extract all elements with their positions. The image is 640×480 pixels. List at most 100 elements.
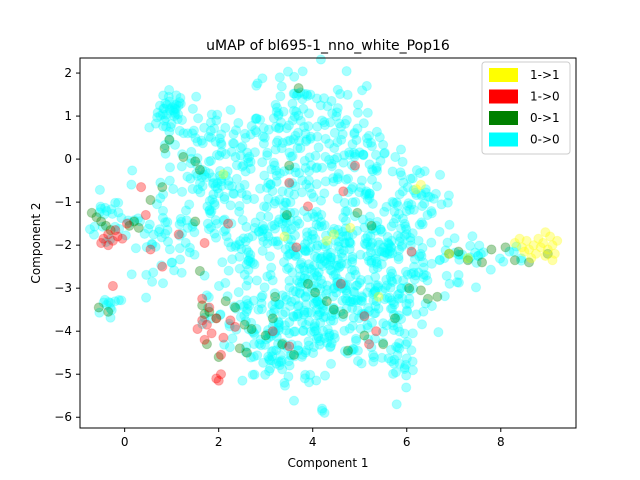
data-point [378, 139, 389, 150]
data-point [182, 128, 193, 139]
data-point [270, 236, 281, 247]
data-point [265, 269, 276, 280]
data-point [353, 99, 364, 110]
data-point [84, 224, 96, 235]
data-point [377, 285, 388, 296]
data-point [182, 171, 193, 182]
data-point [337, 231, 348, 242]
data-point [300, 246, 311, 257]
data-point [257, 73, 268, 84]
data-point [116, 295, 127, 306]
data-point [299, 273, 310, 284]
data-point [332, 137, 343, 148]
data-point [245, 256, 256, 267]
data-point [266, 330, 277, 342]
data-point [416, 188, 427, 200]
data-point [262, 328, 273, 340]
data-point [373, 237, 384, 248]
y-tick-label: −6 [54, 410, 72, 424]
data-point [159, 143, 170, 154]
data-point [329, 223, 340, 234]
data-point [301, 134, 312, 145]
data-point [356, 291, 367, 302]
data-point [365, 240, 376, 251]
data-point [405, 232, 416, 243]
data-point [341, 258, 352, 269]
data-point [170, 104, 181, 115]
data-point [363, 130, 375, 141]
data-point [389, 354, 400, 365]
data-point [386, 242, 397, 253]
data-point [267, 355, 278, 366]
data-point [332, 193, 343, 204]
data-point [243, 255, 254, 267]
data-point [293, 83, 304, 94]
data-point [172, 109, 184, 120]
data-point [288, 134, 299, 145]
data-point [240, 316, 251, 327]
data-point [219, 191, 230, 202]
data-point [349, 160, 361, 171]
data-point [379, 251, 390, 262]
data-point [347, 197, 358, 208]
data-point [284, 178, 295, 190]
data-point [372, 216, 383, 227]
data-point [347, 257, 358, 268]
data-point [304, 166, 315, 177]
data-point [223, 265, 234, 276]
data-point [241, 194, 252, 205]
data-point [521, 235, 532, 246]
data-point [379, 247, 390, 258]
data-point [306, 160, 317, 171]
data-point [361, 239, 372, 250]
data-point [308, 347, 319, 359]
data-point [434, 255, 445, 266]
data-point [258, 224, 269, 235]
data-point [292, 215, 303, 226]
data-point [314, 309, 325, 320]
data-point [321, 289, 332, 300]
data-point [301, 299, 312, 310]
data-point [101, 299, 112, 311]
data-point [358, 150, 369, 161]
data-point [304, 377, 315, 388]
data-point [385, 344, 397, 355]
data-point [273, 325, 284, 336]
data-point [295, 259, 306, 270]
data-point [286, 224, 297, 235]
data-point [338, 186, 349, 197]
data-point [273, 356, 284, 367]
data-point [230, 302, 241, 313]
data-point [280, 197, 291, 208]
data-point [126, 269, 137, 280]
data-point [306, 188, 317, 199]
data-point [315, 195, 327, 206]
data-point [259, 282, 270, 293]
data-point [328, 304, 339, 315]
data-point [304, 152, 315, 163]
data-point [275, 91, 286, 102]
data-point [106, 305, 117, 316]
data-point [383, 353, 394, 364]
legend-label: 0->0 [530, 133, 560, 147]
data-point [417, 219, 428, 230]
y-tick-label: −5 [54, 367, 72, 381]
data-point [202, 218, 213, 229]
data-point [164, 103, 175, 115]
data-point [370, 280, 381, 291]
data-point [197, 138, 208, 149]
data-point [280, 222, 291, 234]
data-point [396, 241, 407, 252]
data-point [380, 247, 391, 258]
data-point [311, 270, 322, 281]
data-point [281, 226, 292, 237]
data-point [319, 332, 330, 344]
data-point [133, 222, 144, 233]
data-point [426, 258, 437, 269]
data-point [186, 146, 197, 157]
data-point [381, 201, 392, 212]
data-point [261, 182, 272, 193]
data-point [166, 257, 177, 268]
data-point [230, 241, 241, 252]
data-point [388, 320, 399, 331]
